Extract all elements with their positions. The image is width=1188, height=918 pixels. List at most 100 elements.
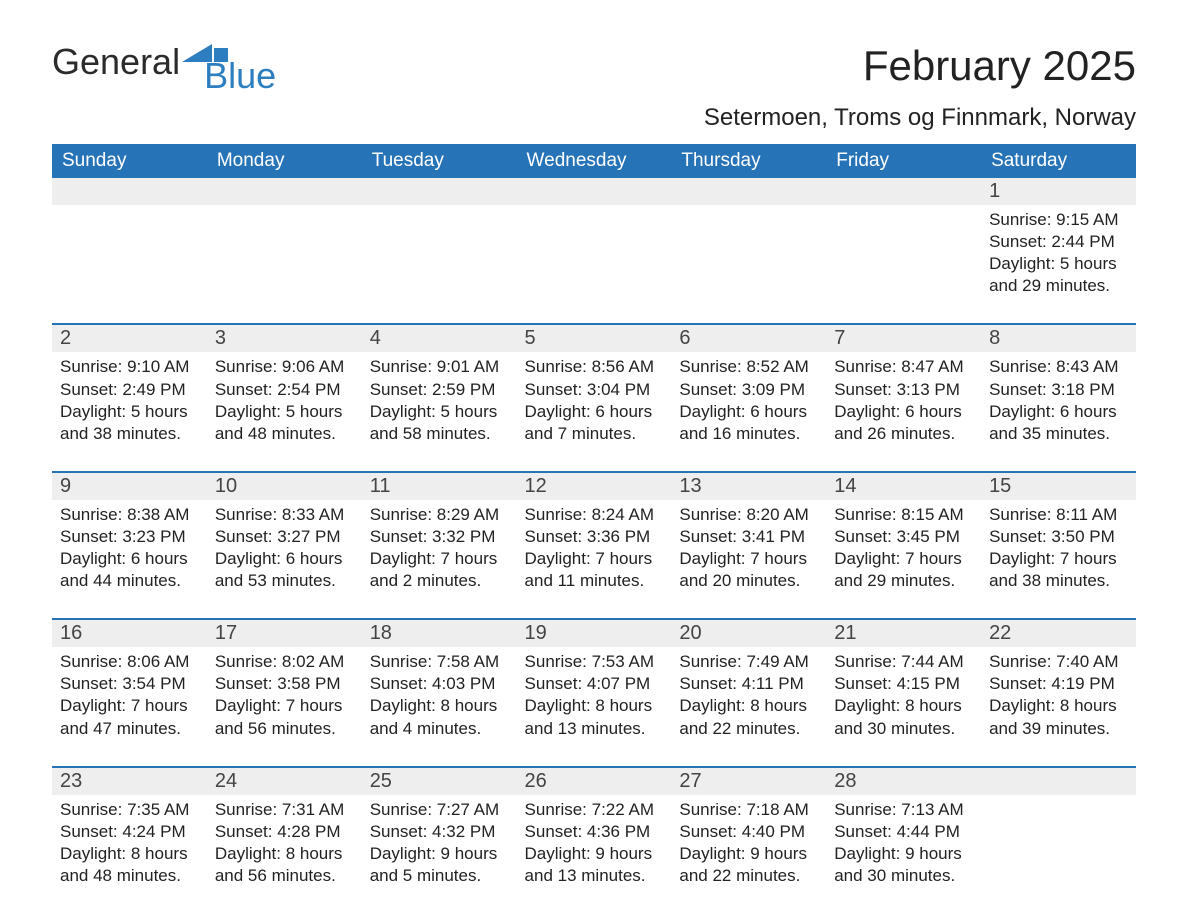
sunrise-line: Sunrise: 7:35 AM	[60, 799, 199, 821]
calendar-page: General Blue February 2025 Setermoen, Tr…	[0, 0, 1188, 918]
day-date-cell: 17	[207, 619, 362, 647]
daylight-line: Daylight: 8 hours and 48 minutes.	[60, 843, 199, 887]
day-detail-cell: Sunrise: 9:10 AMSunset: 2:49 PMDaylight:…	[52, 352, 207, 471]
sunrise-line: Sunrise: 8:56 AM	[525, 356, 664, 378]
day-detail-cell: Sunrise: 7:31 AMSunset: 4:28 PMDaylight:…	[207, 795, 362, 913]
day-detail-cell: Sunrise: 8:15 AMSunset: 3:45 PMDaylight:…	[826, 500, 981, 619]
sunset-line: Sunset: 3:41 PM	[679, 526, 818, 548]
sunrise-line: Sunrise: 9:06 AM	[215, 356, 354, 378]
day-detail-cell: Sunrise: 8:20 AMSunset: 3:41 PMDaylight:…	[671, 500, 826, 619]
sunrise-line: Sunrise: 9:01 AM	[370, 356, 509, 378]
day-detail-cell: Sunrise: 8:33 AMSunset: 3:27 PMDaylight:…	[207, 500, 362, 619]
sunrise-line: Sunrise: 9:15 AM	[989, 209, 1128, 231]
sunrise-line: Sunrise: 8:06 AM	[60, 651, 199, 673]
daylight-line: Daylight: 6 hours and 7 minutes.	[525, 401, 664, 445]
day-detail-cell: Sunrise: 7:53 AMSunset: 4:07 PMDaylight:…	[517, 647, 672, 766]
day-date-cell: 4	[362, 324, 517, 352]
sunrise-line: Sunrise: 8:38 AM	[60, 504, 199, 526]
sunset-line: Sunset: 3:13 PM	[834, 379, 973, 401]
day-detail-cell: Sunrise: 8:52 AMSunset: 3:09 PMDaylight:…	[671, 352, 826, 471]
day-date-cell: 3	[207, 324, 362, 352]
day-detail-cell: Sunrise: 8:06 AMSunset: 3:54 PMDaylight:…	[52, 647, 207, 766]
sunrise-line: Sunrise: 7:44 AM	[834, 651, 973, 673]
daylight-line: Daylight: 7 hours and 38 minutes.	[989, 548, 1128, 592]
sunset-line: Sunset: 4:32 PM	[370, 821, 509, 843]
week-detail-row: Sunrise: 9:10 AMSunset: 2:49 PMDaylight:…	[52, 352, 1136, 471]
day-date-cell	[981, 767, 1136, 795]
weekday-header: Tuesday	[362, 144, 517, 178]
week-date-row: 232425262728	[52, 767, 1136, 795]
sunset-line: Sunset: 3:54 PM	[60, 673, 199, 695]
day-date-cell: 26	[517, 767, 672, 795]
day-date-cell	[207, 178, 362, 205]
sunset-line: Sunset: 4:03 PM	[370, 673, 509, 695]
sunrise-line: Sunrise: 8:11 AM	[989, 504, 1128, 526]
calendar-body: 1Sunrise: 9:15 AMSunset: 2:44 PMDaylight…	[52, 178, 1136, 913]
sunset-line: Sunset: 4:15 PM	[834, 673, 973, 695]
daylight-line: Daylight: 8 hours and 4 minutes.	[370, 695, 509, 739]
brand-word-2-wrap: Blue	[182, 44, 276, 92]
sunset-line: Sunset: 3:04 PM	[525, 379, 664, 401]
day-date-cell: 28	[826, 767, 981, 795]
day-date-cell: 19	[517, 619, 672, 647]
day-date-cell: 24	[207, 767, 362, 795]
day-date-cell: 12	[517, 472, 672, 500]
day-date-cell: 6	[671, 324, 826, 352]
sunset-line: Sunset: 4:11 PM	[679, 673, 818, 695]
day-date-cell: 25	[362, 767, 517, 795]
day-date-cell: 8	[981, 324, 1136, 352]
weekday-header: Monday	[207, 144, 362, 178]
sunset-line: Sunset: 3:09 PM	[679, 379, 818, 401]
daylight-line: Daylight: 5 hours and 48 minutes.	[215, 401, 354, 445]
daylight-line: Daylight: 8 hours and 30 minutes.	[834, 695, 973, 739]
header-bar: General Blue February 2025 Setermoen, Tr…	[52, 44, 1136, 132]
weekday-header: Wednesday	[517, 144, 672, 178]
daylight-line: Daylight: 7 hours and 20 minutes.	[679, 548, 818, 592]
sunrise-line: Sunrise: 8:52 AM	[679, 356, 818, 378]
day-date-cell: 9	[52, 472, 207, 500]
day-date-cell	[517, 178, 672, 205]
weekday-header: Saturday	[981, 144, 1136, 178]
daylight-line: Daylight: 9 hours and 30 minutes.	[834, 843, 973, 887]
sunrise-line: Sunrise: 7:49 AM	[679, 651, 818, 673]
weekday-header: Thursday	[671, 144, 826, 178]
day-date-cell: 27	[671, 767, 826, 795]
day-date-cell	[362, 178, 517, 205]
week-detail-row: Sunrise: 9:15 AMSunset: 2:44 PMDaylight:…	[52, 205, 1136, 324]
daylight-line: Daylight: 8 hours and 39 minutes.	[989, 695, 1128, 739]
day-date-cell: 14	[826, 472, 981, 500]
day-date-cell: 2	[52, 324, 207, 352]
month-title: February 2025	[704, 44, 1136, 88]
day-detail-cell	[52, 205, 207, 324]
calendar-table: Sunday Monday Tuesday Wednesday Thursday…	[52, 144, 1136, 913]
day-date-cell: 20	[671, 619, 826, 647]
day-detail-cell: Sunrise: 7:58 AMSunset: 4:03 PMDaylight:…	[362, 647, 517, 766]
week-date-row: 9101112131415	[52, 472, 1136, 500]
day-detail-cell: Sunrise: 9:06 AMSunset: 2:54 PMDaylight:…	[207, 352, 362, 471]
day-detail-cell: Sunrise: 8:11 AMSunset: 3:50 PMDaylight:…	[981, 500, 1136, 619]
day-date-cell: 5	[517, 324, 672, 352]
daylight-line: Daylight: 5 hours and 29 minutes.	[989, 253, 1128, 297]
sunrise-line: Sunrise: 7:40 AM	[989, 651, 1128, 673]
daylight-line: Daylight: 6 hours and 44 minutes.	[60, 548, 199, 592]
day-date-cell	[826, 178, 981, 205]
sunset-line: Sunset: 3:36 PM	[525, 526, 664, 548]
day-detail-cell	[517, 205, 672, 324]
week-date-row: 2345678	[52, 324, 1136, 352]
day-date-cell: 1	[981, 178, 1136, 205]
day-detail-cell	[826, 205, 981, 324]
sunrise-line: Sunrise: 8:29 AM	[370, 504, 509, 526]
sunrise-line: Sunrise: 7:18 AM	[679, 799, 818, 821]
daylight-line: Daylight: 8 hours and 13 minutes.	[525, 695, 664, 739]
day-date-cell: 18	[362, 619, 517, 647]
daylight-line: Daylight: 9 hours and 13 minutes.	[525, 843, 664, 887]
day-detail-cell: Sunrise: 7:22 AMSunset: 4:36 PMDaylight:…	[517, 795, 672, 913]
daylight-line: Daylight: 7 hours and 29 minutes.	[834, 548, 973, 592]
sunset-line: Sunset: 3:50 PM	[989, 526, 1128, 548]
daylight-line: Daylight: 7 hours and 11 minutes.	[525, 548, 664, 592]
day-date-cell: 22	[981, 619, 1136, 647]
day-date-cell: 7	[826, 324, 981, 352]
daylight-line: Daylight: 9 hours and 22 minutes.	[679, 843, 818, 887]
sunrise-line: Sunrise: 7:31 AM	[215, 799, 354, 821]
sunrise-line: Sunrise: 8:33 AM	[215, 504, 354, 526]
